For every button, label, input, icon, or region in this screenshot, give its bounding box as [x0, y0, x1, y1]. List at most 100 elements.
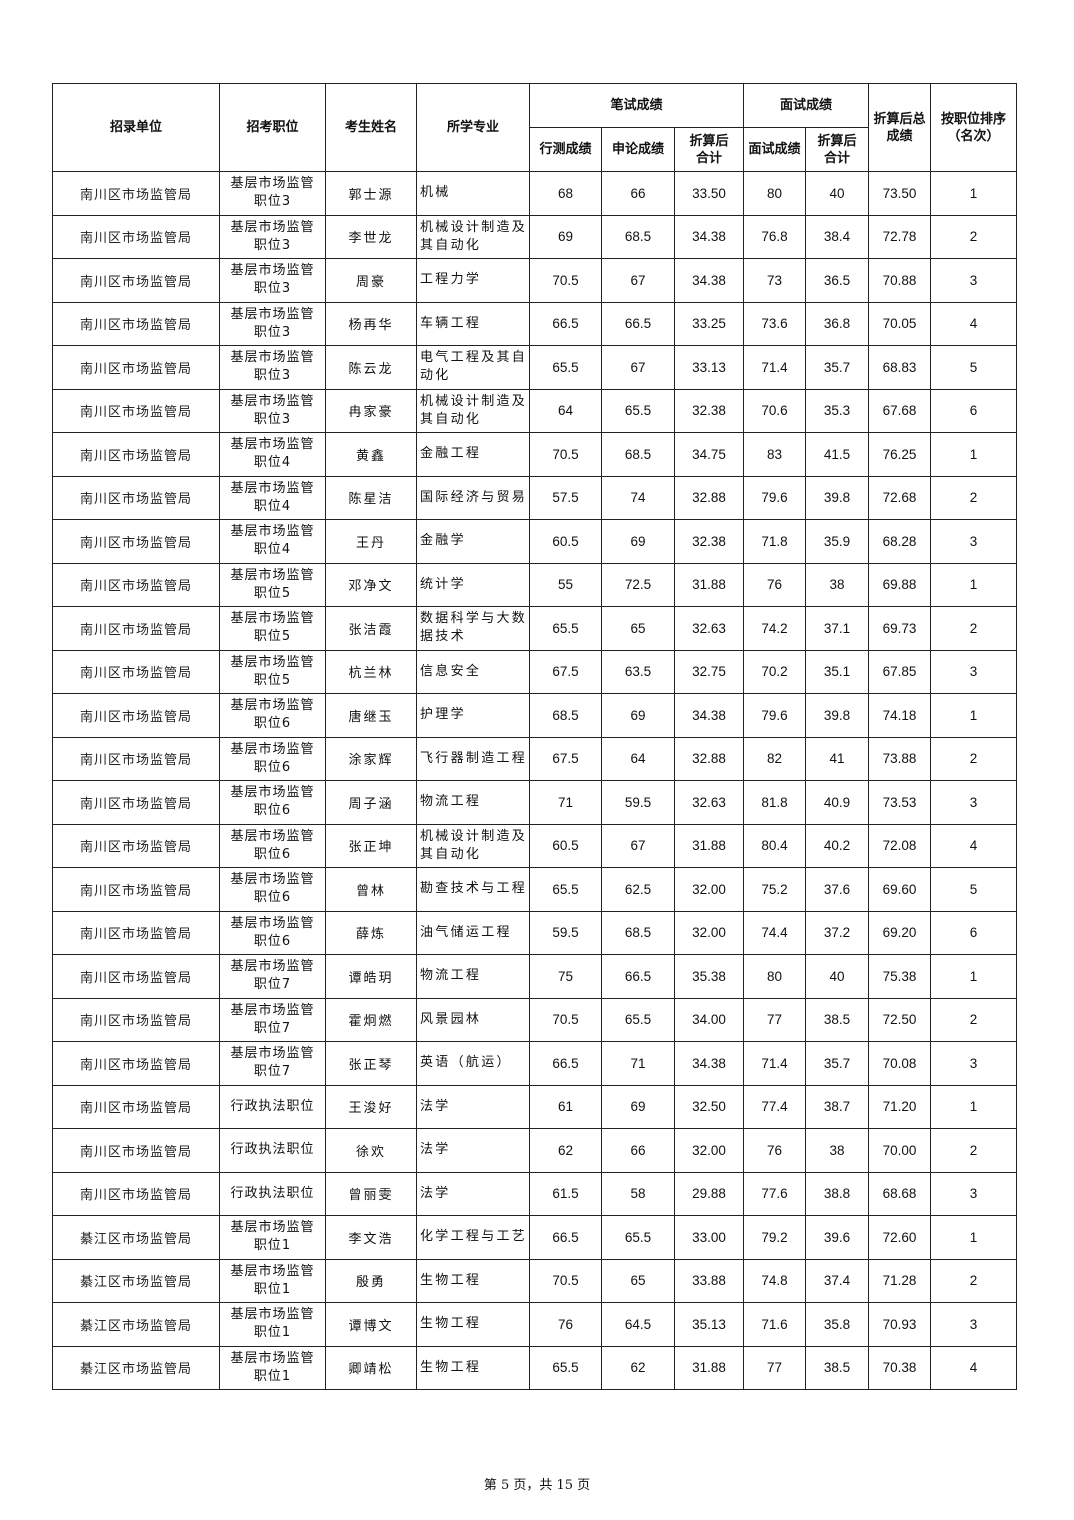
- written-total-cell: 32.38: [674, 388, 744, 433]
- unit-cell: 南川区市场监管局: [52, 432, 220, 477]
- interview-score-cell: 80: [743, 171, 806, 216]
- name-cell: 卿靖松: [325, 1345, 417, 1390]
- header-shenlun: 申论成绩: [601, 127, 675, 172]
- shenlun-cell: 68.5: [601, 432, 675, 477]
- major-text: 生物工程: [420, 1359, 482, 1375]
- header-written-total: 折算后合计: [674, 127, 744, 172]
- rank-cell: 6: [930, 910, 1018, 955]
- header-final-total-label: 折算后总成绩: [873, 111, 926, 144]
- rank-cell: 2: [930, 1258, 1018, 1303]
- name-cell: 陈云龙: [325, 345, 417, 390]
- name-cell: 薛炼: [325, 910, 417, 955]
- table-row: 南川区市场监管局 基层市场监管职位5 邓净文 统计学 55 72.5 31.88 76 38 69…: [52, 562, 1018, 607]
- name-cell: 王浚好: [325, 1084, 417, 1129]
- written-total-cell: 32.00: [674, 910, 744, 955]
- position-text: 基层市场监管职位6: [230, 785, 315, 819]
- rank-cell: 3: [930, 1171, 1018, 1216]
- table-row: 南川区市场监管局 基层市场监管职位5 杭兰林 信息安全 67.5 63.5 32.75 70.…: [52, 649, 1018, 694]
- major-cell: 法学: [416, 1171, 530, 1216]
- position-cell: 基层市场监管职位4: [219, 519, 326, 564]
- shenlun-cell: 62.5: [601, 867, 675, 912]
- table-row: 南川区市场监管局 基层市场监管职位3 杨再华 车辆工程 66.5 66.5 33.25 73.…: [52, 301, 1018, 346]
- shenlun-cell: 65: [601, 1258, 675, 1303]
- major-cell: 勘查技术与工程: [416, 867, 530, 912]
- xingce-cell: 61: [529, 1084, 602, 1129]
- table-row: 南川区市场监管局 基层市场监管职位7 霍炯燃 风景园林 70.5 65.5 34.00 77 3…: [52, 997, 1018, 1042]
- major-cell: 物流工程: [416, 780, 530, 825]
- interview-score-cell: 73: [743, 258, 806, 303]
- name-cell: 冉家豪: [325, 388, 417, 433]
- xingce-cell: 69: [529, 214, 602, 259]
- xingce-cell: 61.5: [529, 1171, 602, 1216]
- unit-cell: 南川区市场监管局: [52, 736, 220, 781]
- position-cell: 基层市场监管职位5: [219, 649, 326, 694]
- major-cell: 法学: [416, 1084, 530, 1129]
- position-text: 基层市场监管职位4: [230, 480, 315, 514]
- interview-total-cell: 35.9: [804, 519, 870, 564]
- position-text: 基层市场监管职位7: [230, 959, 315, 993]
- table-row: 南川区市场监管局 基层市场监管职位6 唐继玉 护理学 68.5 69 34.38 79.6 39…: [52, 693, 1018, 738]
- major-text: 勘查技术与工程: [420, 881, 528, 897]
- major-text: 电气工程及其自动化: [420, 350, 528, 384]
- interview-total-cell: 39.8: [804, 475, 870, 520]
- major-text: 化学工程与工艺: [420, 1229, 528, 1245]
- name-cell: 张正坤: [325, 823, 417, 868]
- unit-cell: 綦江区市场监管局: [52, 1258, 220, 1303]
- written-total-cell: 34.38: [674, 693, 744, 738]
- unit-cell: 綦江区市场监管局: [52, 1215, 220, 1260]
- xingce-cell: 65.5: [529, 606, 602, 651]
- interview-score-cell: 80: [743, 954, 806, 999]
- final-total-cell: 70.00: [868, 1128, 932, 1173]
- final-total-cell: 70.05: [868, 301, 932, 346]
- major-cell: 法学: [416, 1128, 530, 1173]
- written-total-cell: 29.88: [674, 1171, 744, 1216]
- xingce-cell: 68: [529, 171, 602, 216]
- position-text: 基层市场监管职位7: [230, 1002, 315, 1036]
- xingce-cell: 68.5: [529, 693, 602, 738]
- interview-score-cell: 71.6: [743, 1302, 806, 1347]
- header-final-total: 折算后总成绩: [868, 83, 932, 172]
- final-total-cell: 69.20: [868, 910, 932, 955]
- table-row: 南川区市场监管局 基层市场监管职位6 薛炼 油气储运工程 59.5 68.5 32.00 74…: [52, 910, 1018, 955]
- header-rank-label: 按职位排序（名次）: [941, 111, 1007, 144]
- position-text: 基层市场监管职位1: [230, 1307, 315, 1341]
- table-row: 綦江区市场监管局 基层市场监管职位1 谭博文 生物工程 76 64.5 35.13 71.6 3…: [52, 1302, 1018, 1347]
- position-text: 行政执法职位: [230, 1098, 315, 1114]
- interview-total-cell: 37.6: [804, 867, 870, 912]
- written-total-cell: 32.88: [674, 475, 744, 520]
- rank-cell: 5: [930, 345, 1018, 390]
- position-cell: 行政执法职位: [219, 1171, 326, 1216]
- unit-cell: 南川区市场监管局: [52, 388, 220, 433]
- major-cell: 飞行器制造工程: [416, 736, 530, 781]
- final-total-cell: 70.38: [868, 1345, 932, 1390]
- written-total-cell: 34.75: [674, 432, 744, 477]
- shenlun-cell: 65.5: [601, 997, 675, 1042]
- final-total-cell: 71.28: [868, 1258, 932, 1303]
- major-text: 法学: [420, 1185, 451, 1201]
- interview-score-cell: 76: [743, 562, 806, 607]
- major-text: 飞行器制造工程: [420, 750, 528, 766]
- position-cell: 基层市场监管职位1: [219, 1302, 326, 1347]
- position-cell: 基层市场监管职位5: [219, 606, 326, 651]
- table-row: 綦江区市场监管局 基层市场监管职位1 卿靖松 生物工程 65.5 62 31.88 77 38.…: [52, 1345, 1018, 1390]
- header-position: 招考职位: [219, 83, 326, 172]
- unit-cell: 南川区市场监管局: [52, 519, 220, 564]
- unit-cell: 南川区市场监管局: [52, 258, 220, 303]
- header-interview-total-label: 折算后合计: [817, 133, 857, 166]
- major-cell: 车辆工程: [416, 301, 530, 346]
- table-row: 南川区市场监管局 基层市场监管职位3 陈云龙 电气工程及其自动化 65.5 67 33.13…: [52, 345, 1018, 390]
- major-text: 信息安全: [420, 663, 482, 679]
- interview-total-cell: 40: [804, 171, 870, 216]
- unit-cell: 南川区市场监管局: [52, 954, 220, 999]
- interview-total-cell: 39.8: [804, 693, 870, 738]
- interview-score-cell: 74.2: [743, 606, 806, 651]
- name-cell: 曾丽雯: [325, 1171, 417, 1216]
- position-text: 基层市场监管职位1: [230, 1263, 315, 1297]
- unit-cell: 南川区市场监管局: [52, 693, 220, 738]
- position-text: 基层市场监管职位4: [230, 524, 315, 558]
- interview-score-cell: 79.2: [743, 1215, 806, 1260]
- table-row: 南川区市场监管局 行政执法职位 王浚好 法学 61 69 32.50 77.4 38.7 71.2…: [52, 1084, 1018, 1129]
- unit-cell: 南川区市场监管局: [52, 1084, 220, 1129]
- major-cell: 金融学: [416, 519, 530, 564]
- interview-total-cell: 38.7: [804, 1084, 870, 1129]
